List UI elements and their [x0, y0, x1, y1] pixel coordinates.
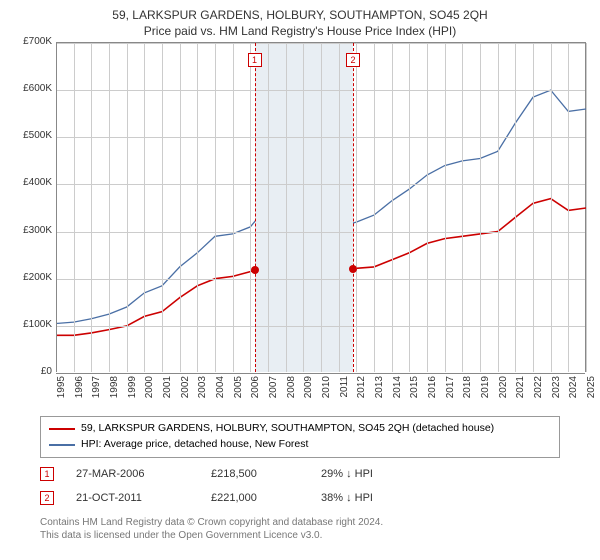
- x-tick-label: 1999: [127, 376, 138, 406]
- data-point-dot: [251, 266, 259, 274]
- x-tick-label: 2001: [162, 376, 173, 406]
- marker-date-2: 21-OCT-2011: [76, 492, 211, 504]
- marker-price-2: £221,000: [211, 492, 321, 504]
- y-tick-label: £0: [14, 366, 52, 377]
- data-point-dot: [349, 265, 357, 273]
- legend-label-hpi: HPI: Average price, detached house, New …: [81, 437, 308, 453]
- chart-title: 59, LARKSPUR GARDENS, HOLBURY, SOUTHAMPT…: [0, 8, 600, 22]
- marker-num-2: 2: [44, 493, 49, 503]
- y-tick-label: £700K: [14, 36, 52, 47]
- x-tick-label: 2002: [180, 376, 191, 406]
- marker-row-1: 1 27-MAR-2006 £218,500 29% ↓ HPI: [40, 462, 560, 486]
- legend-swatch-hpi: [49, 444, 75, 446]
- x-tick-label: 2019: [480, 376, 491, 406]
- legend-row-property: 59, LARKSPUR GARDENS, HOLBURY, SOUTHAMPT…: [49, 421, 551, 437]
- x-tick-label: 2010: [321, 376, 332, 406]
- marker-table: 1 27-MAR-2006 £218,500 29% ↓ HPI 2 21-OC…: [40, 462, 560, 510]
- x-tick-label: 2004: [215, 376, 226, 406]
- x-tick-label: 2003: [197, 376, 208, 406]
- marker-price-1: £218,500: [211, 468, 321, 480]
- x-tick-label: 1996: [74, 376, 85, 406]
- y-tick-label: £500K: [14, 130, 52, 141]
- y-tick-label: £300K: [14, 225, 52, 236]
- legend-row-hpi: HPI: Average price, detached house, New …: [49, 437, 551, 453]
- x-tick-label: 2020: [498, 376, 509, 406]
- x-tick-label: 1997: [91, 376, 102, 406]
- x-tick-label: 1995: [56, 376, 67, 406]
- legend: 59, LARKSPUR GARDENS, HOLBURY, SOUTHAMPT…: [40, 416, 560, 458]
- x-tick-label: 2022: [533, 376, 544, 406]
- marker-delta-1: 29% ↓ HPI: [321, 468, 373, 480]
- legend-swatch-property: [49, 428, 75, 430]
- x-tick-label: 2021: [515, 376, 526, 406]
- legend-label-property: 59, LARKSPUR GARDENS, HOLBURY, SOUTHAMPT…: [81, 421, 494, 437]
- chart-subtitle: Price paid vs. HM Land Registry's House …: [0, 24, 600, 38]
- chart-marker-badge: 1: [248, 53, 262, 67]
- x-tick-label: 2013: [374, 376, 385, 406]
- x-tick-label: 2008: [286, 376, 297, 406]
- x-tick-label: 2015: [409, 376, 420, 406]
- x-tick-label: 2005: [233, 376, 244, 406]
- x-tick-label: 2006: [250, 376, 261, 406]
- marker-date-1: 27-MAR-2006: [76, 468, 211, 480]
- x-tick-label: 2024: [568, 376, 579, 406]
- marker-row-2: 2 21-OCT-2011 £221,000 38% ↓ HPI: [40, 486, 560, 510]
- y-tick-label: £600K: [14, 83, 52, 94]
- chart-marker-badge: 2: [346, 53, 360, 67]
- footnote-line2: This data is licensed under the Open Gov…: [40, 529, 560, 542]
- x-tick-label: 2014: [392, 376, 403, 406]
- x-tick-label: 2011: [339, 376, 350, 406]
- x-tick-label: 2000: [144, 376, 155, 406]
- y-tick-label: £400K: [14, 177, 52, 188]
- y-tick-label: £200K: [14, 272, 52, 283]
- footnote: Contains HM Land Registry data © Crown c…: [40, 516, 560, 542]
- marker-delta-2: 38% ↓ HPI: [321, 492, 373, 504]
- x-tick-label: 2012: [356, 376, 367, 406]
- footnote-line1: Contains HM Land Registry data © Crown c…: [40, 516, 560, 529]
- x-tick-label: 1998: [109, 376, 120, 406]
- y-tick-label: £100K: [14, 319, 52, 330]
- x-tick-label: 2009: [303, 376, 314, 406]
- title-block: 59, LARKSPUR GARDENS, HOLBURY, SOUTHAMPT…: [0, 0, 600, 42]
- chart-area: £0£100K£200K£300K£400K£500K£600K£700K 12…: [8, 42, 588, 410]
- x-tick-label: 2016: [427, 376, 438, 406]
- x-tick-label: 2017: [445, 376, 456, 406]
- x-tick-label: 2023: [551, 376, 562, 406]
- x-tick-label: 2018: [462, 376, 473, 406]
- chart-container: 59, LARKSPUR GARDENS, HOLBURY, SOUTHAMPT…: [0, 0, 600, 560]
- marker-badge-1: 1: [40, 467, 54, 481]
- x-tick-label: 2025: [586, 376, 597, 406]
- marker-badge-2: 2: [40, 491, 54, 505]
- plot-area: 12: [56, 42, 586, 372]
- x-tick-label: 2007: [268, 376, 279, 406]
- marker-num-1: 1: [44, 469, 49, 479]
